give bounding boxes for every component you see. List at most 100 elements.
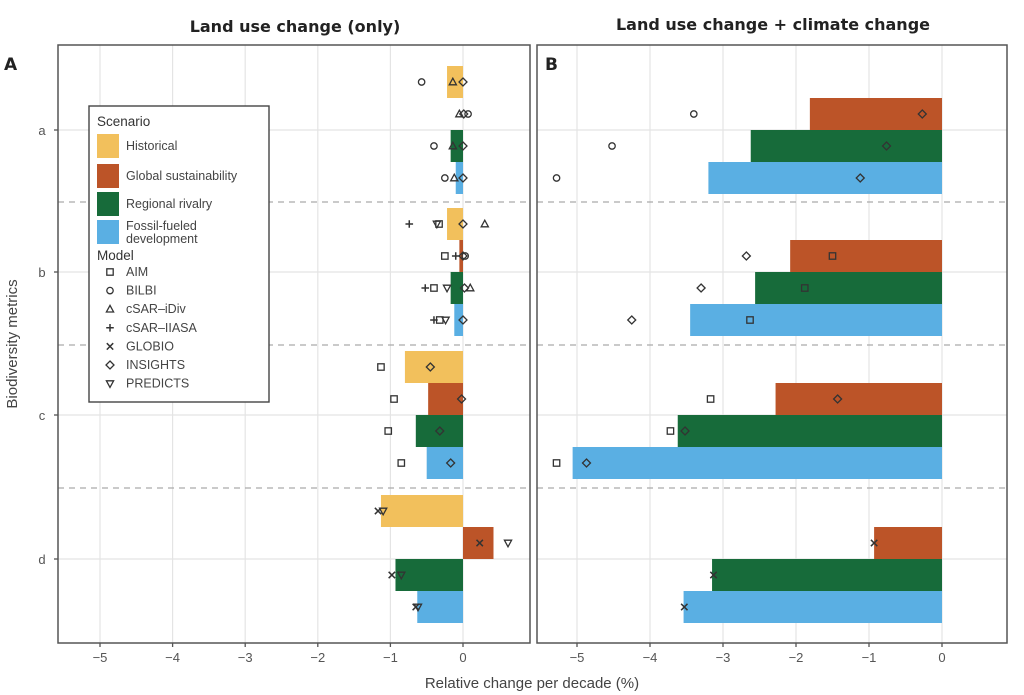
legend-item-aim: AIM xyxy=(106,265,148,279)
panel-a-point-b-regional-insights xyxy=(459,283,470,293)
legend-label-csar-idiv: cSAR–iDiv xyxy=(126,302,186,316)
panel-b-x-tick-label: −2 xyxy=(789,650,804,665)
legend-symbol-diamond-icon xyxy=(105,360,115,370)
panel-b-point-b-fossil-aim xyxy=(746,316,754,324)
legend-models: AIM BILBI cSAR–iDiv cSAR–IIASA GLOBIO INSIGHT… xyxy=(105,265,198,391)
panel-a-point-b-regional-aim xyxy=(430,284,438,292)
panel-a-point-a-global-insights xyxy=(458,109,469,119)
legend-symbol-square-icon xyxy=(106,268,114,276)
panel-a-point-b-regional-predicts xyxy=(442,284,452,294)
panel-a-point-c-global-insights xyxy=(456,394,467,404)
panel-a-point-a-fossil-csar-idiv xyxy=(449,172,459,182)
panel-a-point-c-regional-aim xyxy=(384,427,393,435)
panel-a-bar-d-global xyxy=(463,527,494,559)
panel-a-point-c-regional-insights xyxy=(434,426,445,436)
panel-b-frame xyxy=(536,44,1008,644)
panel-a-point-d-global-globio xyxy=(475,539,484,547)
panel-a-point-a-historical-insights xyxy=(458,77,468,87)
panel-b-bar-c-global xyxy=(775,383,942,415)
panel-a-point-a-global-csar-idiv xyxy=(454,108,465,118)
legend-label-bilbi: BILBI xyxy=(126,284,157,298)
panel-b-point-c-global-insights xyxy=(832,394,843,404)
panel-b-point-c-regional-aim xyxy=(666,427,675,435)
panel-a-frame xyxy=(57,44,531,644)
panel-a-point-a-regional-csar-idiv xyxy=(448,140,458,150)
panel-b-letter: B xyxy=(545,55,558,75)
panel-b-point-a-global-insights xyxy=(917,109,928,119)
panel-a-point-b-historical-csar-iiasa xyxy=(405,220,414,228)
panel-b-bar-b-fossil xyxy=(690,304,942,336)
panel-a-bar-b-global xyxy=(459,240,463,272)
legend-symbol-triangle-down-icon xyxy=(105,380,115,389)
legend-label-global: Global sustainability xyxy=(126,169,238,183)
panel-a-bar-c-regional xyxy=(415,415,463,447)
legend-label-historical: Historical xyxy=(126,139,177,153)
panel-a-x-tick-label: −5 xyxy=(93,650,108,665)
panel-a-x-tick-label: −1 xyxy=(383,650,398,665)
panel-a-point-a-regional-insights xyxy=(458,141,468,151)
panel-a-point-d-historical-predicts xyxy=(378,507,388,517)
panel-b-point-b-global-aim xyxy=(828,252,837,260)
panel-a-point-c-global-aim xyxy=(390,395,398,403)
panel-a-bar-c-fossil xyxy=(426,447,463,479)
panel-a-bar-d-fossil xyxy=(417,591,463,623)
legend-symbol-plus-icon xyxy=(106,324,114,332)
legend-item-global: Global sustainability xyxy=(97,164,238,188)
panel-b-point-c-fossil-insights xyxy=(581,458,592,468)
panel-a-bar-d-historical xyxy=(380,495,463,527)
y-tick-label-d: d xyxy=(38,552,45,567)
legend-item-insights: INSIGHTS xyxy=(105,358,185,372)
legend-label-fossil: Fossil-fueled xyxy=(126,219,197,233)
legend-symbol-triangle-up-icon xyxy=(105,304,115,313)
legend-label-globio: GLOBIO xyxy=(126,339,174,353)
y-tick-label-a: a xyxy=(38,123,46,138)
panel-b-bar-a-regional xyxy=(750,130,942,162)
y-axis-label: Biodiversity metrics xyxy=(4,279,21,408)
legend-item-csar-idiv: cSAR–iDiv xyxy=(105,302,186,316)
panel-a-bar-d-regional xyxy=(395,559,463,591)
panel-b-point-c-global-aim xyxy=(706,395,715,403)
legend-item-predicts: PREDICTS xyxy=(105,377,189,391)
legend-symbol-circle-icon xyxy=(106,286,114,295)
panel-a-point-a-historical-csar-idiv xyxy=(448,76,458,86)
panel-a-point-c-historical-aim xyxy=(377,363,385,371)
legend-swatch-historical xyxy=(97,134,119,158)
panel-a-bar-a-regional xyxy=(450,130,463,162)
panel-a-point-d-global-predicts xyxy=(503,539,513,549)
panel-b-point-a-global-bilbi xyxy=(689,110,698,118)
panel-a-point-b-fossil-predicts xyxy=(440,316,451,326)
panel-a-point-b-historical-insights xyxy=(458,219,468,229)
panel-a-x-tick-label: 0 xyxy=(459,650,466,665)
panel-b-bar-d-regional xyxy=(712,559,942,591)
panel-a-title: Land use change (only) xyxy=(190,17,401,36)
y-tick-label-b: b xyxy=(38,265,45,280)
panel-a-point-a-fossil-insights xyxy=(458,173,468,183)
panel-a-point-b-global-insights xyxy=(458,251,468,261)
panel-a-point-b-historical-csar-idiv xyxy=(480,218,490,228)
legend-item-historical: Historical xyxy=(97,134,177,158)
panel-b-point-a-regional-bilbi xyxy=(608,142,616,150)
panel-a-point-b-regional-csar-idiv xyxy=(465,282,475,292)
legend-label-predicts: PREDICTS xyxy=(126,377,189,391)
panel-b-bar-c-regional xyxy=(677,415,942,447)
panel-a-point-a-fossil-bilbi xyxy=(440,174,449,182)
panel-a-x-tick-label: −3 xyxy=(238,650,253,665)
panel-b-point-c-regional-insights xyxy=(680,426,690,436)
legend-scenarios: Historical Global sustainability Regional … xyxy=(97,134,238,246)
panel-a-point-c-fossil-insights xyxy=(445,458,456,468)
legend-swatch-regional xyxy=(97,192,119,216)
legend-swatch-fossil xyxy=(97,220,119,244)
panel-b-point-a-regional-insights xyxy=(881,141,892,151)
y-tick-label-c: c xyxy=(39,408,46,423)
legend-item-csar-iiasa: cSAR–IIASA xyxy=(106,321,198,335)
legend-model-title: Model xyxy=(97,248,134,263)
panel-a-point-d-regional-predicts xyxy=(396,571,406,581)
panel-b-point-a-fossil-insights xyxy=(855,173,866,183)
panel-a-bar-b-regional xyxy=(450,272,463,304)
panel-a-bar-b-historical xyxy=(447,208,463,240)
panel-a-point-a-regional-bilbi xyxy=(430,142,438,150)
x-axis-label: Relative change per decade (%) xyxy=(425,675,639,692)
panel-a-point-d-regional-globio xyxy=(388,571,396,579)
